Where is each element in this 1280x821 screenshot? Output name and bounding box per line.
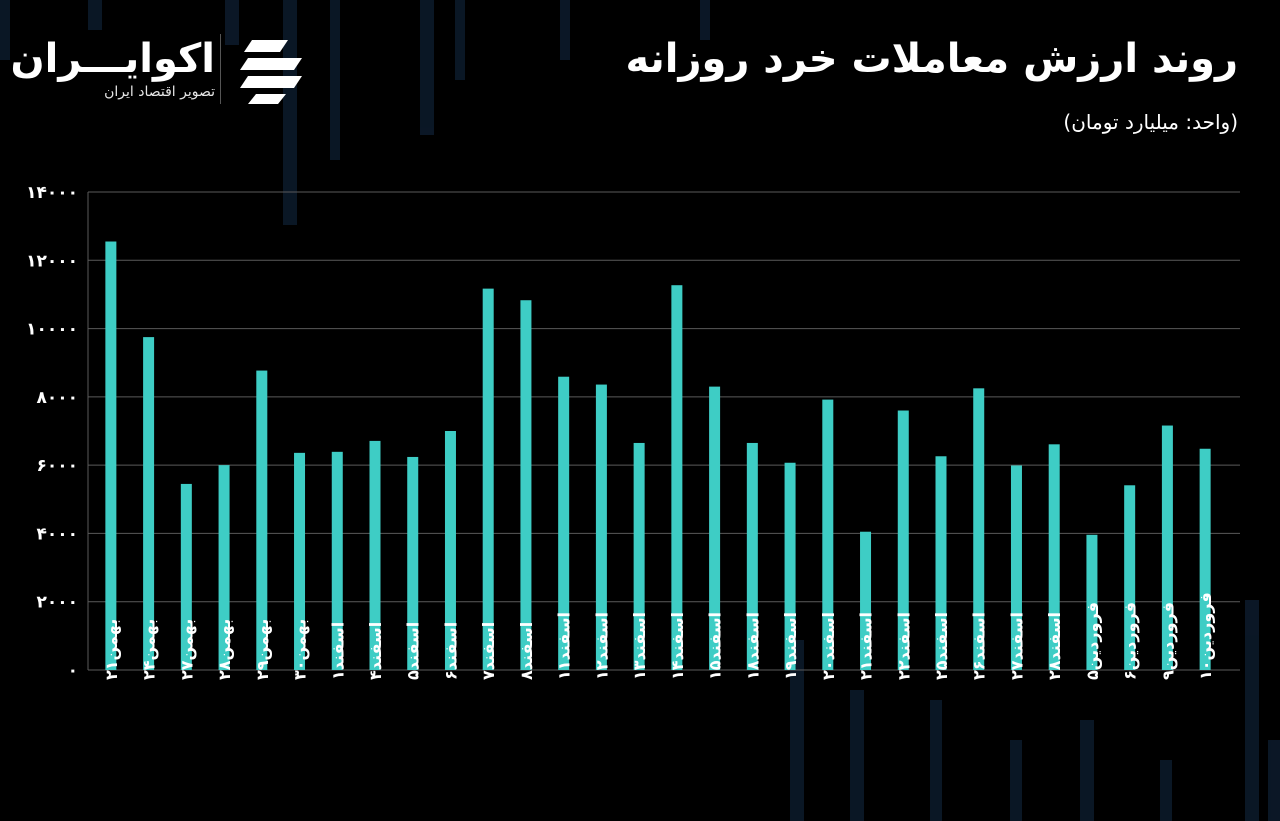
x-tick-label: اسفند۸	[517, 622, 536, 680]
bar	[105, 241, 117, 670]
x-tick-label: اسفند۱۳	[630, 612, 649, 680]
x-tick-label: فروردین۶	[1121, 602, 1140, 680]
bar	[897, 410, 909, 670]
bar	[860, 531, 872, 670]
y-tick-label: ۱۴۰۰۰	[26, 183, 78, 203]
bar	[784, 462, 796, 670]
x-tick-label: اسفند۲۶	[970, 612, 989, 680]
x-tick-label: اسفند۱	[328, 622, 347, 680]
bar	[294, 452, 306, 670]
bar	[482, 288, 494, 670]
x-tick-label: اسفند۶	[441, 622, 460, 680]
bar	[143, 337, 155, 670]
chart-subtitle-unit: (واحد: میلیارد تومان)	[1063, 110, 1238, 134]
bar	[709, 386, 721, 670]
x-tick-label: بهمن۲۴	[140, 619, 159, 680]
x-tick-label: بهمن۳۰	[291, 619, 310, 680]
bar	[520, 300, 532, 670]
y-tick-label: ۲۰۰۰	[36, 593, 78, 613]
y-tick-label: ۱۲۰۰۰	[26, 251, 78, 271]
bar	[935, 456, 947, 670]
bar	[218, 465, 230, 670]
bar	[444, 431, 456, 670]
bar	[973, 388, 985, 670]
brand-logo: اکوایـــران تصویر اقتصاد ایران	[10, 30, 310, 110]
x-tick-label: فروردین۹	[1158, 602, 1177, 680]
x-tick-label: اسفند۲۲	[894, 612, 913, 680]
bar	[822, 399, 834, 670]
x-tick-label: اسفند۴	[366, 622, 385, 680]
bar	[671, 285, 683, 670]
brand-name: اکوایـــران	[10, 36, 215, 82]
y-tick-label: ۰	[68, 661, 78, 681]
x-tick-label: فروردین۵	[1083, 602, 1102, 680]
x-tick-label: اسفند۷	[479, 622, 498, 680]
bar	[1199, 448, 1211, 670]
x-tick-label: اسفند۲۸	[1045, 612, 1064, 680]
y-tick-label: ۱۰۰۰۰	[26, 320, 78, 340]
bar	[1048, 444, 1060, 670]
y-tick-label: ۴۰۰۰	[36, 524, 78, 544]
x-tick-label: بهمن۲۷	[177, 619, 196, 680]
bar	[1086, 534, 1098, 670]
bar	[558, 376, 570, 670]
chart-title: روند ارزش معاملات خرد روزانه	[625, 36, 1238, 82]
y-tick-label: ۸۰۰۰	[36, 388, 78, 408]
bar	[633, 442, 645, 670]
bar	[256, 370, 268, 670]
bar	[1010, 465, 1022, 670]
logo-divider	[220, 34, 221, 104]
x-tick-label: اسفند۲۰	[819, 612, 838, 680]
bar	[331, 451, 343, 670]
x-tick-label: اسفند۲۷	[1007, 612, 1026, 680]
x-tick-label: بهمن۲۹	[253, 619, 272, 680]
x-tick-label: اسفند۲۱	[857, 612, 876, 680]
x-tick-label: اسفند۱۵	[706, 612, 725, 680]
bar	[407, 456, 419, 670]
bar	[595, 384, 607, 670]
x-tick-label: اسفند۱۱	[555, 612, 574, 680]
brand-mark-icon	[240, 40, 302, 104]
bar	[180, 483, 192, 670]
bar	[746, 442, 758, 670]
y-tick-label: ۶۰۰۰	[36, 456, 78, 476]
x-tick-label: اسفند۱۴	[668, 612, 687, 680]
bar	[1124, 485, 1136, 670]
bar	[369, 440, 381, 670]
x-tick-label: اسفند۱۲	[592, 612, 611, 680]
x-tick-label: بهمن۲۸	[215, 619, 234, 680]
x-tick-label: فروردین۱۰	[1196, 592, 1215, 680]
x-tick-label: بهمن۲۱	[102, 619, 121, 680]
bar	[1161, 425, 1173, 670]
brand-tagline: تصویر اقتصاد ایران	[104, 84, 215, 100]
x-tick-label: اسفند۲۵	[932, 612, 951, 680]
x-tick-label: اسفند۵	[404, 622, 423, 680]
x-tick-label: اسفند۱۹	[781, 612, 800, 680]
x-tick-label: اسفند۱۸	[743, 612, 762, 680]
